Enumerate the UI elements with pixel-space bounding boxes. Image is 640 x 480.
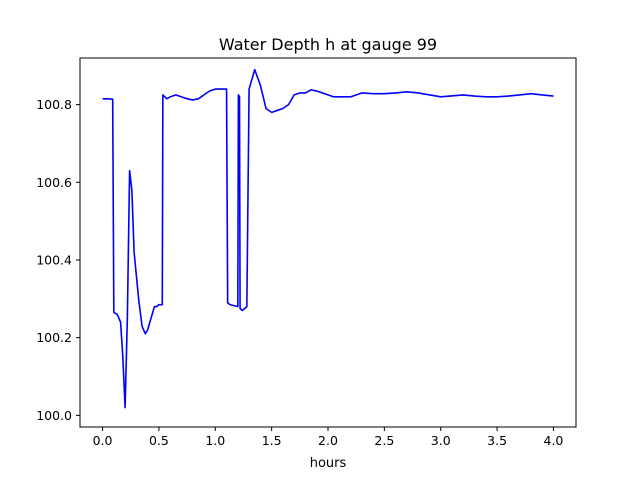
- y-tick-label: 100.8: [36, 97, 72, 112]
- x-tick-label: 3.0: [431, 433, 451, 448]
- y-tick-label: 100.2: [36, 330, 72, 345]
- x-tick-label: 0.0: [93, 433, 113, 448]
- x-axis-label: hours: [310, 456, 347, 471]
- y-tick-label: 100.0: [36, 408, 72, 423]
- chart-title: Water Depth h at gauge 99: [219, 35, 437, 54]
- x-tick-label: 3.5: [487, 433, 507, 448]
- x-tick-label: 4.0: [544, 433, 564, 448]
- x-axis-ticks: 0.0 0.5 1.0 1.5 2.0 2.5 3.0 3.5 4.0: [93, 427, 564, 448]
- x-tick-label: 2.5: [374, 433, 394, 448]
- plot-layer: [102, 68, 554, 409]
- series-line-0: [102, 68, 554, 409]
- x-tick-label: 0.5: [149, 433, 169, 448]
- x-tick-label: 2.0: [318, 433, 338, 448]
- y-tick-label: 100.4: [36, 252, 72, 267]
- y-tick-label: 100.6: [36, 175, 72, 190]
- x-tick-label: 1.0: [205, 433, 225, 448]
- y-axis-ticks: 100.0 100.2 100.4 100.6 100.8: [36, 97, 80, 423]
- x-tick-label: 1.5: [262, 433, 282, 448]
